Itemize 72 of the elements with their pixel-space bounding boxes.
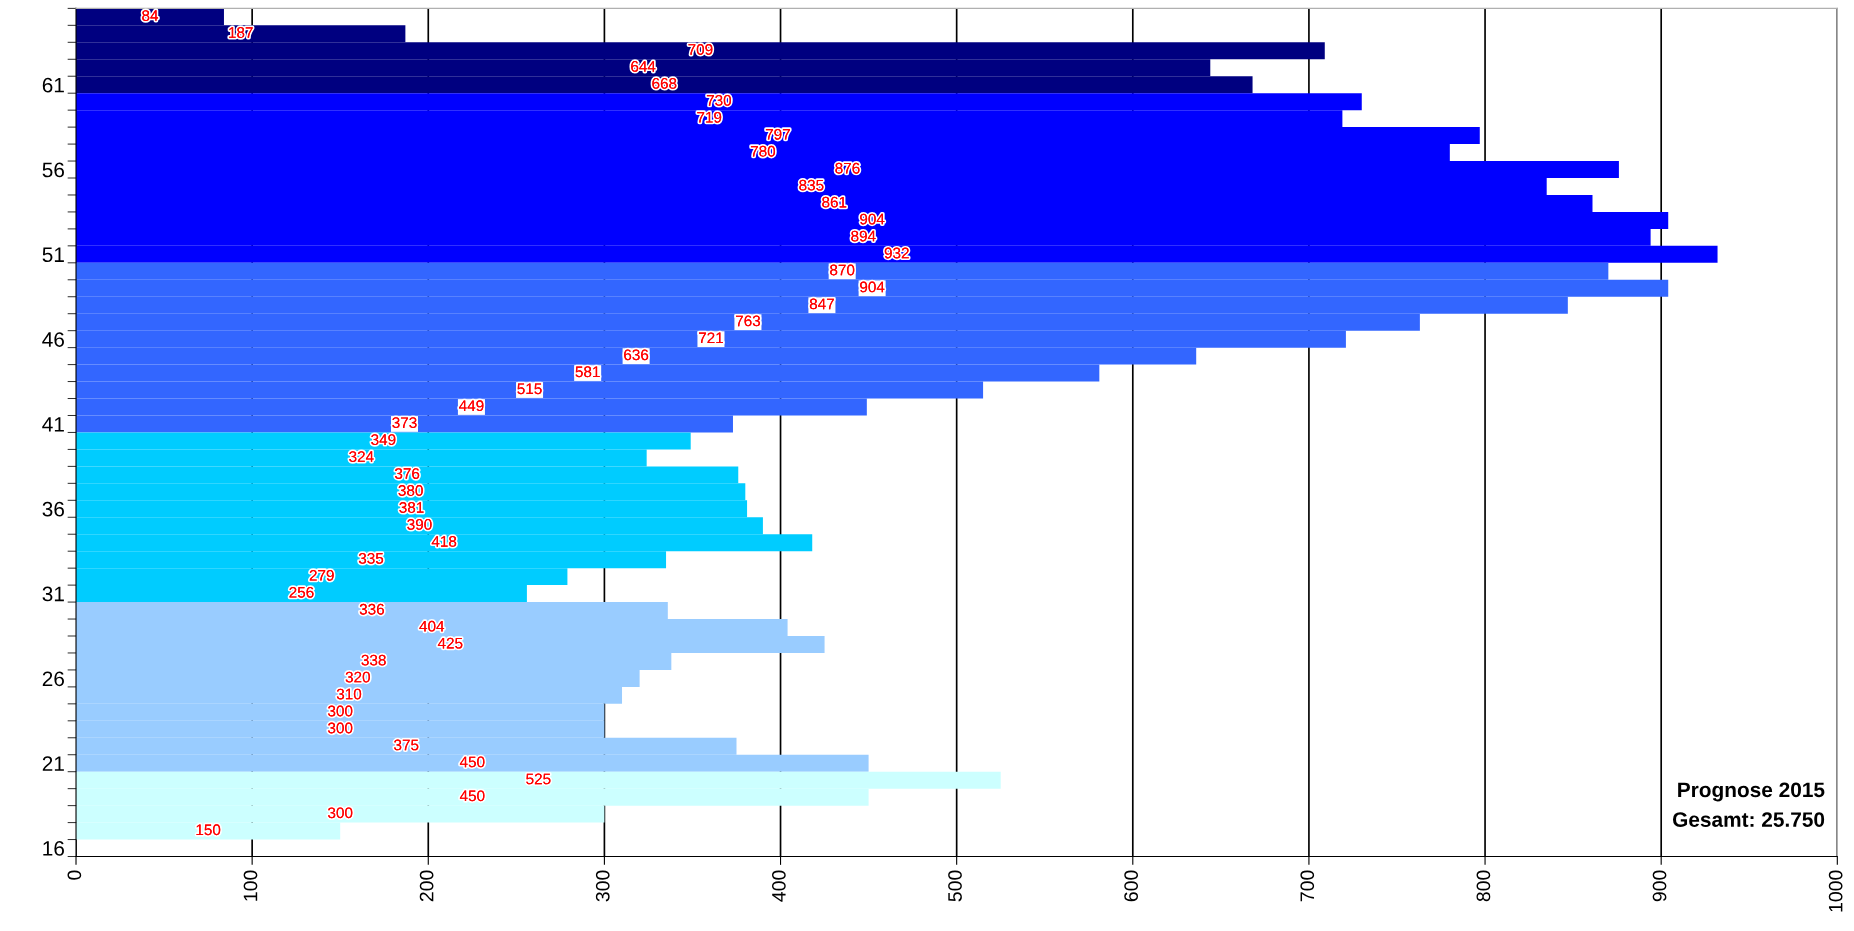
data-label: 525 bbox=[526, 773, 551, 785]
data-label: 835 bbox=[799, 179, 824, 191]
data-label: 380 bbox=[398, 485, 423, 496]
data-label: 449 bbox=[459, 400, 484, 412]
data-label: 861 bbox=[822, 196, 847, 208]
y-tick-label: 46 bbox=[42, 332, 64, 347]
data-label: 450 bbox=[459, 790, 485, 802]
data-label: 932 bbox=[884, 247, 909, 259]
data-label: 730 bbox=[706, 94, 732, 106]
y-tick-label: 61 bbox=[42, 77, 64, 93]
data-label: 338 bbox=[361, 654, 386, 666]
x-tick-label: 1000 bbox=[1828, 870, 1843, 912]
data-label: 904 bbox=[860, 281, 885, 293]
data-label: 636 bbox=[624, 349, 649, 361]
data-label: 797 bbox=[765, 128, 790, 140]
data-label: 279 bbox=[309, 569, 334, 581]
x-tick-label: 600 bbox=[1124, 870, 1139, 902]
data-label: 425 bbox=[437, 637, 463, 649]
x-tick-label: 300 bbox=[595, 870, 610, 902]
data-label: 904 bbox=[860, 213, 885, 225]
x-tick-label: 700 bbox=[1300, 870, 1315, 902]
x-tick-label: 400 bbox=[771, 870, 786, 902]
data-label: 418 bbox=[431, 535, 457, 547]
y-tick-label: 26 bbox=[42, 671, 64, 687]
data-label: 349 bbox=[371, 434, 396, 446]
data-label: 300 bbox=[328, 807, 353, 819]
data-label: 719 bbox=[697, 111, 722, 123]
data-label: 375 bbox=[394, 739, 419, 751]
data-label: 320 bbox=[345, 671, 370, 683]
x-tick-label: 200 bbox=[419, 870, 434, 902]
data-label: 324 bbox=[349, 451, 374, 462]
data-label: 450 bbox=[459, 756, 485, 768]
y-tick-label: 21 bbox=[42, 756, 64, 771]
data-label: 709 bbox=[688, 44, 713, 55]
y-tick-label: 51 bbox=[42, 247, 64, 263]
data-label: 150 bbox=[196, 824, 221, 836]
data-label: 763 bbox=[735, 315, 761, 327]
y-tick-label: 56 bbox=[42, 162, 64, 178]
data-label: 668 bbox=[652, 77, 677, 89]
x-tick-label: 500 bbox=[948, 870, 962, 902]
data-label: 84 bbox=[142, 10, 159, 21]
data-label: 870 bbox=[830, 264, 855, 276]
data-label: 310 bbox=[336, 688, 362, 700]
data-label: 300 bbox=[328, 705, 353, 717]
annotation: Prognose 2015 bbox=[1678, 782, 1825, 802]
data-label: 376 bbox=[394, 468, 420, 479]
data-label: 644 bbox=[631, 61, 656, 72]
annotation: Gesamt: 25.750 bbox=[1672, 812, 1825, 827]
data-label: 187 bbox=[229, 27, 253, 38]
data-label: 300 bbox=[328, 722, 353, 734]
data-label: 876 bbox=[835, 162, 860, 174]
data-label: 581 bbox=[575, 366, 600, 378]
data-label: 381 bbox=[399, 502, 424, 513]
data-label: 515 bbox=[517, 383, 542, 395]
data-label: 894 bbox=[851, 230, 876, 242]
data-label: 390 bbox=[407, 519, 432, 530]
data-label: 336 bbox=[359, 603, 384, 615]
data-label: 780 bbox=[750, 145, 776, 157]
x-tick-label: 800 bbox=[1476, 870, 1491, 902]
y-tick-label: 36 bbox=[42, 501, 64, 517]
y-tick-label: 16 bbox=[43, 841, 64, 856]
data-label: 373 bbox=[392, 417, 417, 429]
x-tick-label: 0 bbox=[67, 870, 82, 880]
x-tick-label: 100 bbox=[243, 870, 258, 901]
y-tick-label: 31 bbox=[42, 586, 64, 602]
data-label: 335 bbox=[358, 552, 384, 564]
data-label: 404 bbox=[419, 620, 445, 632]
x-tick-label: 900 bbox=[1652, 870, 1667, 902]
y-tick-label: 41 bbox=[42, 417, 64, 432]
data-label: 256 bbox=[289, 586, 314, 598]
data-label: 847 bbox=[809, 298, 834, 310]
data-label: 721 bbox=[699, 332, 723, 344]
